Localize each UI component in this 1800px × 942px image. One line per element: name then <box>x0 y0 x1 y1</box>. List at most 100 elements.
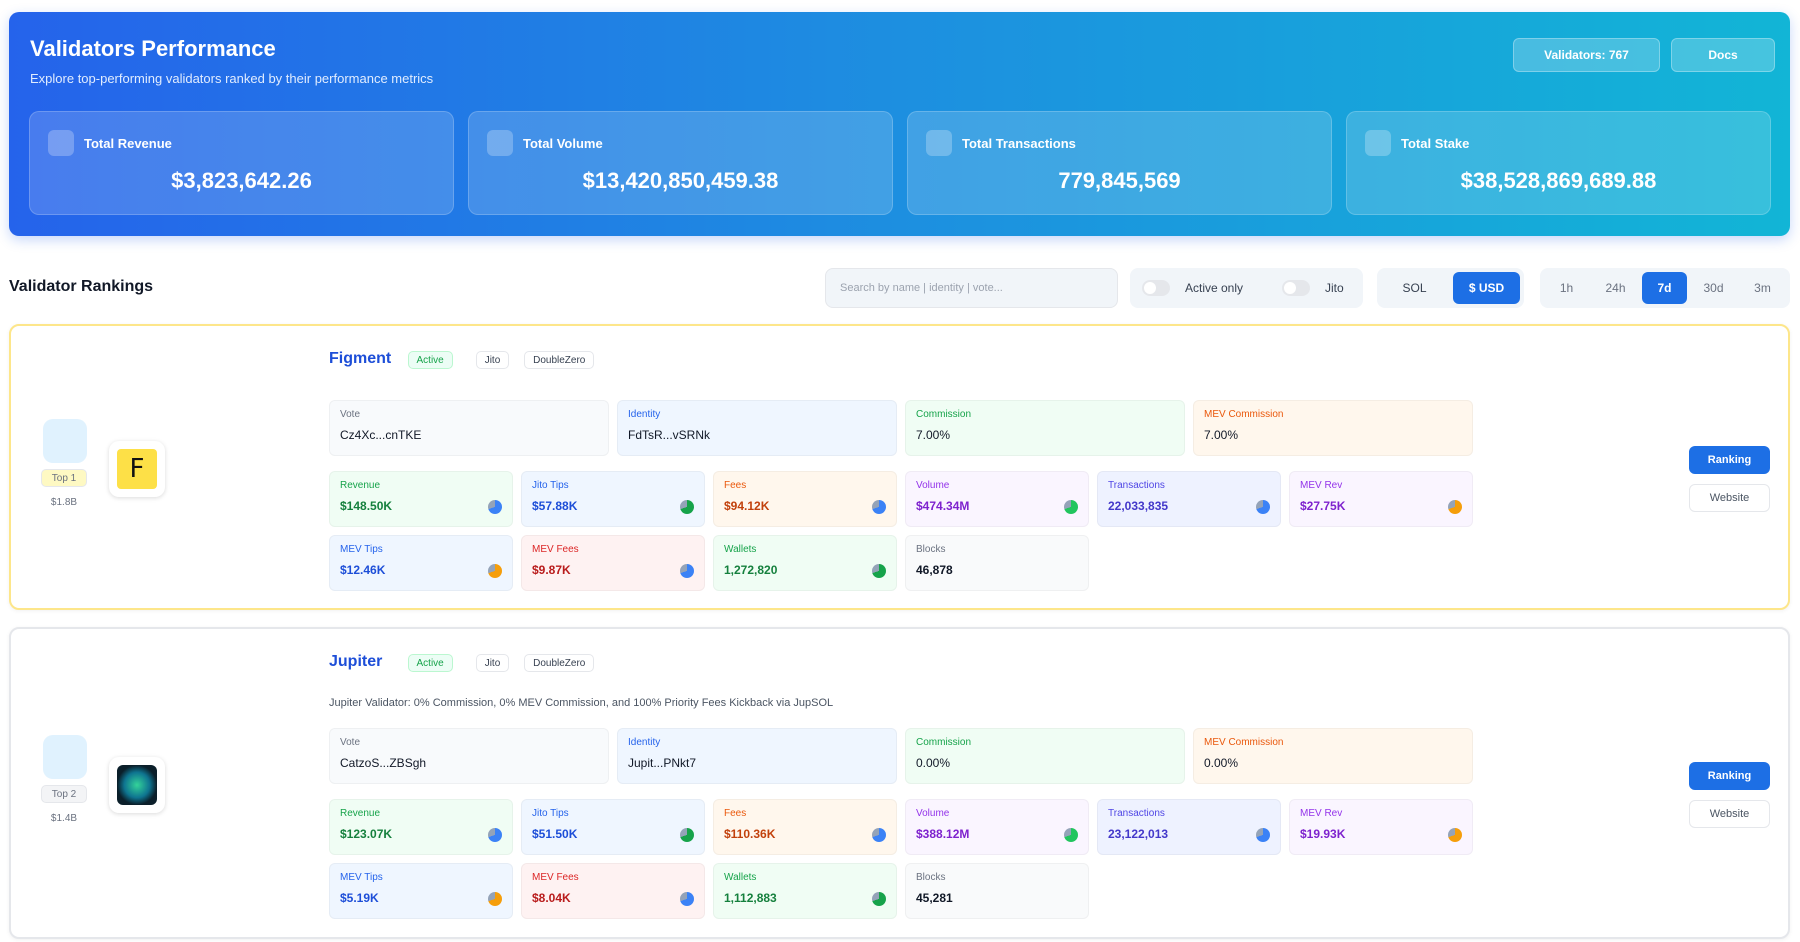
validator-name: Jupiter <box>329 653 383 670</box>
field-value: Jupit...PNkt7 <box>628 756 697 770</box>
metric-value: $123.07K <box>340 827 393 841</box>
field-cell: Commission 7.00% <box>905 400 1185 456</box>
toggle-label: Active only <box>1185 281 1244 295</box>
metric-label: Jito Tips <box>532 808 569 819</box>
search-box[interactable]: Search by name | identity | vote... <box>825 268 1118 308</box>
metric-cell: Jito Tips $57.88K <box>521 471 705 527</box>
timeframe-option[interactable]: 24h <box>1605 281 1626 295</box>
metric-label: Volume <box>916 480 950 491</box>
field-value: 0.00% <box>1204 756 1239 770</box>
metric-label: Wallets <box>724 544 757 555</box>
metric-label: Jito Tips <box>532 480 569 491</box>
field-label: MEV Commission <box>1204 737 1284 748</box>
stat-card: Total Stake $38,528,869,689.88 <box>1346 111 1771 215</box>
metric-chart-icon <box>1064 500 1078 514</box>
metric-value: $27.75K <box>1300 499 1346 513</box>
tag: Active <box>407 351 453 369</box>
metric-cell: Fees $94.12K <box>713 471 897 527</box>
timeframe-option[interactable]: 1h <box>1559 281 1574 295</box>
metric-chart-icon <box>680 564 694 578</box>
metric-cell: MEV Tips $5.19K <box>329 863 513 919</box>
metric-chart-icon <box>872 828 886 842</box>
tag: DoubleZero <box>524 654 595 672</box>
metric-label: Transactions <box>1108 480 1165 491</box>
stat-card: Total Transactions 779,845,569 <box>907 111 1332 215</box>
metric-value: 46,878 <box>916 563 953 577</box>
metric-value: $5.19K <box>340 891 379 905</box>
header-button[interactable]: Docs <box>1671 38 1775 72</box>
stat-icon <box>926 130 952 156</box>
action-button[interactable]: Website <box>1689 800 1770 828</box>
metric-label: MEV Fees <box>532 872 579 883</box>
timeframe-option[interactable]: 7d <box>1642 272 1687 304</box>
stat-icon <box>487 130 513 156</box>
field-label: Identity <box>628 409 661 420</box>
stat-value: $38,528,869,689.88 <box>1460 168 1657 193</box>
field-cell: Vote Cz4Xc...cnTKE <box>329 400 609 456</box>
metric-label: Transactions <box>1108 808 1165 819</box>
metric-label: Fees <box>724 480 747 491</box>
metric-cell: Transactions 22,033,835 <box>1097 471 1281 527</box>
stat-value: $3,823,642.26 <box>171 168 312 193</box>
stat-label: Total Transactions <box>962 136 1076 151</box>
currency-option[interactable]: SOL <box>1402 281 1427 295</box>
metric-chart-icon <box>872 564 886 578</box>
header: Validators Performance Explore top-perfo… <box>9 12 1790 236</box>
timeframe-group: 1h 24h 7d 30d 3m <box>1540 268 1790 308</box>
rank-trophy <box>43 419 87 463</box>
metric-value: $388.12M <box>916 827 970 841</box>
timeframe-option[interactable]: 3m <box>1754 281 1771 295</box>
toggle-knob <box>1284 282 1296 294</box>
metric-value: $51.50K <box>532 827 578 841</box>
metric-chart-icon <box>488 892 502 906</box>
metric-chart-icon <box>488 500 502 514</box>
logo: F <box>109 441 165 497</box>
action-button[interactable]: Website <box>1689 484 1770 512</box>
stat-card: Total Revenue $3,823,642.26 <box>29 111 454 215</box>
metric-chart-icon <box>1256 500 1270 514</box>
metric-label: Wallets <box>724 872 757 883</box>
metric-cell: Fees $110.36K <box>713 799 897 855</box>
metric-label: Blocks <box>916 872 946 883</box>
stat-label: Total Volume <box>523 136 603 151</box>
rank-badge: Top 2 <box>41 785 87 803</box>
metric-value: $110.36K <box>724 827 776 841</box>
metric-chart-icon <box>680 828 694 842</box>
toggle-label: Jito <box>1325 281 1344 295</box>
field-cell: Vote CatzoS...ZBSgh <box>329 728 609 784</box>
metric-chart-icon <box>680 892 694 906</box>
metric-cell: Blocks 46,878 <box>905 535 1089 591</box>
metric-value: $19.93K <box>1300 827 1346 841</box>
toggle-knob <box>1144 282 1156 294</box>
metric-cell: Revenue $148.50K <box>329 471 513 527</box>
header-button[interactable]: Validators: 767 <box>1513 38 1660 72</box>
metric-cell: Volume $474.34M <box>905 471 1089 527</box>
validator-name: Figment <box>329 350 392 367</box>
metric-label: Revenue <box>340 480 381 491</box>
field-label: Identity <box>628 737 661 748</box>
field-label: Commission <box>916 409 972 420</box>
stake-label: $1.4B <box>50 813 78 824</box>
metric-label: Fees <box>724 808 747 819</box>
field-value: 7.00% <box>916 428 951 442</box>
action-button[interactable]: Ranking <box>1689 446 1770 474</box>
metric-label: MEV Rev <box>1300 480 1343 491</box>
metric-value: $474.34M <box>916 499 970 513</box>
stat-label: Total Stake <box>1401 136 1470 151</box>
metric-value: $148.50K <box>340 499 393 513</box>
metric-value: $94.12K <box>724 499 770 513</box>
metric-value: 1,112,883 <box>724 891 777 905</box>
metric-value: 1,272,820 <box>724 563 778 577</box>
stake-label: $1.8B <box>50 497 78 508</box>
metric-label: Blocks <box>916 544 946 555</box>
metric-cell: Blocks 45,281 <box>905 863 1089 919</box>
action-button[interactable]: Ranking <box>1689 762 1770 790</box>
currency-group: SOL $ USD <box>1377 268 1524 308</box>
field-cell: MEV Commission 7.00% <box>1193 400 1473 456</box>
currency-option[interactable]: $ USD <box>1453 272 1520 304</box>
metric-chart-icon <box>1448 500 1462 514</box>
timeframe-option[interactable]: 30d <box>1703 281 1724 295</box>
metric-value: 45,281 <box>916 891 953 905</box>
validator-card: Top 2 $1.4B Jupiter Active Jito DoubleZero Jup… <box>9 627 1790 939</box>
